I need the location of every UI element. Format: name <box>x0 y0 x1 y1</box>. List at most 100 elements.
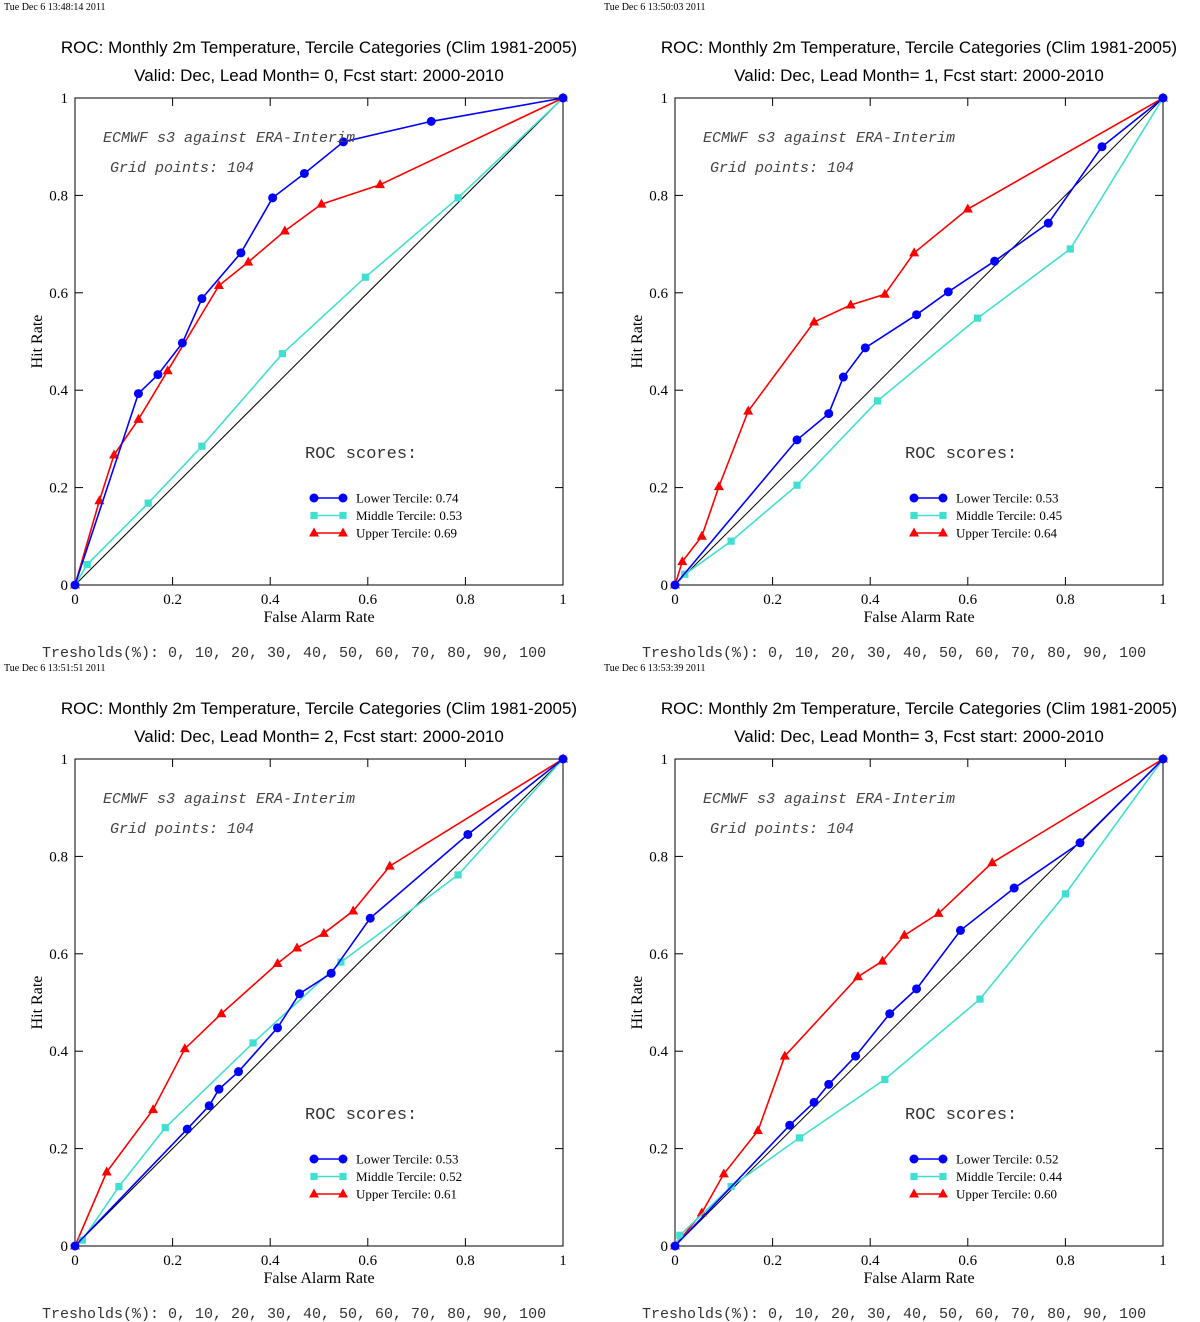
x-tick-label: 0.8 <box>1056 592 1075 608</box>
legend-label: Upper Tercile: 0.61 <box>356 1187 457 1202</box>
legend-label: Upper Tercile: 0.69 <box>356 526 457 541</box>
y-tick-label: 0.4 <box>49 383 68 399</box>
data-point <box>670 580 680 590</box>
no-skill-diagonal <box>74 97 564 586</box>
data-point <box>365 913 375 923</box>
data-point <box>278 350 286 358</box>
roc-chart: Tue Dec 6 13:53:39 2011 ROC: Monthly 2m T… <box>604 663 1177 1322</box>
y-tick-label: 0 <box>61 578 69 594</box>
legend-marker <box>338 493 348 503</box>
series-circle <box>670 93 1168 590</box>
legend-label: Upper Tercile: 0.60 <box>956 1187 1057 1202</box>
annotation-model: ECMWF s3 against ERA-Interim <box>703 791 955 808</box>
legend-label: Lower Tercile: 0.74 <box>356 491 459 506</box>
data-point <box>879 288 890 298</box>
series-circle <box>670 754 1168 1251</box>
y-axis: 0 0.2 0.4 0.6 0.8 1 <box>49 752 563 1255</box>
data-point <box>881 1075 889 1084</box>
annotation-model: ECMWF s3 against ERA-Interim <box>103 791 355 808</box>
x-axis-label: False Alarm Rate <box>863 609 974 626</box>
data-point <box>885 1009 895 1019</box>
data-point <box>115 1182 123 1191</box>
data-point <box>204 1101 214 1111</box>
data-point <box>933 907 944 917</box>
legend-label: Lower Tercile: 0.53 <box>356 1152 458 1167</box>
chart-subtitle: Valid: Dec, Lead Month= 1, Fcst start: 2… <box>734 66 1104 85</box>
legend-marker <box>938 493 948 503</box>
data-point <box>851 1051 861 1061</box>
legend-marker <box>909 1188 919 1198</box>
data-point <box>670 1241 680 1251</box>
data-point <box>1158 93 1168 103</box>
plot-frame <box>74 758 564 1247</box>
data-point <box>337 958 345 966</box>
data-point <box>793 481 801 489</box>
data-point <box>133 413 144 423</box>
series-circle <box>70 93 568 590</box>
timestamp: Tue Dec 6 13:51:51 2011 <box>4 663 105 674</box>
legend-marker <box>939 1172 947 1181</box>
data-point <box>824 409 834 419</box>
x-axis: 0 0.2 0.4 0.6 0.8 1 <box>71 98 567 608</box>
y-tick-label: 0 <box>661 1239 669 1255</box>
x-axis-label: False Alarm Rate <box>863 1270 974 1287</box>
data-point <box>294 989 304 999</box>
x-tick-label: 0.6 <box>958 1253 977 1269</box>
chart-title: ROC: Monthly 2m Temperature, Tercile Cat… <box>661 38 1177 57</box>
x-tick-label: 0.6 <box>358 1253 377 1269</box>
data-point <box>792 435 802 445</box>
annotation-model: ECMWF s3 against ERA-Interim <box>703 130 955 147</box>
x-tick-label: 0.4 <box>261 1253 280 1269</box>
data-point <box>1009 883 1019 893</box>
data-point <box>338 137 348 147</box>
chart-subtitle: Valid: Dec, Lead Month= 2, Fcst start: 2… <box>134 727 504 746</box>
legend-marker <box>338 1188 348 1198</box>
data-point <box>718 1168 729 1178</box>
x-axis: 0 0.2 0.4 0.6 0.8 1 <box>671 759 1167 1269</box>
x-tick-label: 0.6 <box>358 592 377 608</box>
data-point <box>292 942 303 952</box>
legend-marker <box>339 1172 347 1181</box>
data-point <box>785 1120 795 1130</box>
legend-label: Middle Tercile: 0.44 <box>956 1169 1063 1184</box>
data-point <box>1075 838 1085 848</box>
x-tick-label: 0 <box>671 1253 679 1269</box>
x-tick-label: 0 <box>71 1253 79 1269</box>
data-point <box>795 1134 804 1142</box>
legend-label: Middle Tercile: 0.53 <box>356 508 462 523</box>
roc-scores-heading: ROC scores: <box>905 1106 1017 1125</box>
data-point <box>109 449 120 459</box>
legend: Lower Tercile: 0.53 Middle Tercile: 0.52 U… <box>309 1152 462 1202</box>
data-point <box>326 968 336 978</box>
data-point <box>990 256 1000 266</box>
thresholds-caption: Tresholds(%): 0, 10, 20, 30, 40, 50, 60,… <box>642 1306 1146 1322</box>
data-point <box>214 1084 224 1094</box>
data-point <box>454 871 462 879</box>
y-tick-label: 0.4 <box>649 383 668 399</box>
y-tick-label: 0.2 <box>49 1142 68 1158</box>
x-tick-label: 0.6 <box>958 592 977 608</box>
data-point <box>384 860 395 870</box>
legend-marker <box>909 493 919 503</box>
data-point <box>1097 142 1107 152</box>
data-point <box>179 1043 190 1053</box>
x-tick-label: 0 <box>71 592 79 608</box>
legend-label: Lower Tercile: 0.53 <box>956 491 1058 506</box>
x-tick-label: 1 <box>1159 592 1167 608</box>
data-point <box>1043 218 1053 228</box>
data-point <box>233 1067 243 1077</box>
y-tick-label: 0.2 <box>649 481 668 497</box>
series-line <box>74 97 564 586</box>
data-point <box>162 365 173 375</box>
y-tick-label: 0.2 <box>49 481 68 497</box>
roc-panel-2: Tue Dec 6 13:50:03 2011 ROC: Monthly 2m T… <box>600 0 1200 662</box>
data-point <box>243 256 254 266</box>
data-point <box>177 338 187 348</box>
data-point <box>83 560 91 569</box>
y-tick-label: 0.8 <box>49 188 68 204</box>
chart-title: ROC: Monthly 2m Temperature, Tercile Cat… <box>61 38 577 57</box>
legend: Lower Tercile: 0.52 Middle Tercile: 0.44 U… <box>909 1152 1063 1202</box>
legend-marker <box>310 1172 318 1181</box>
data-point <box>676 1231 684 1239</box>
plot-frame <box>674 97 1164 586</box>
